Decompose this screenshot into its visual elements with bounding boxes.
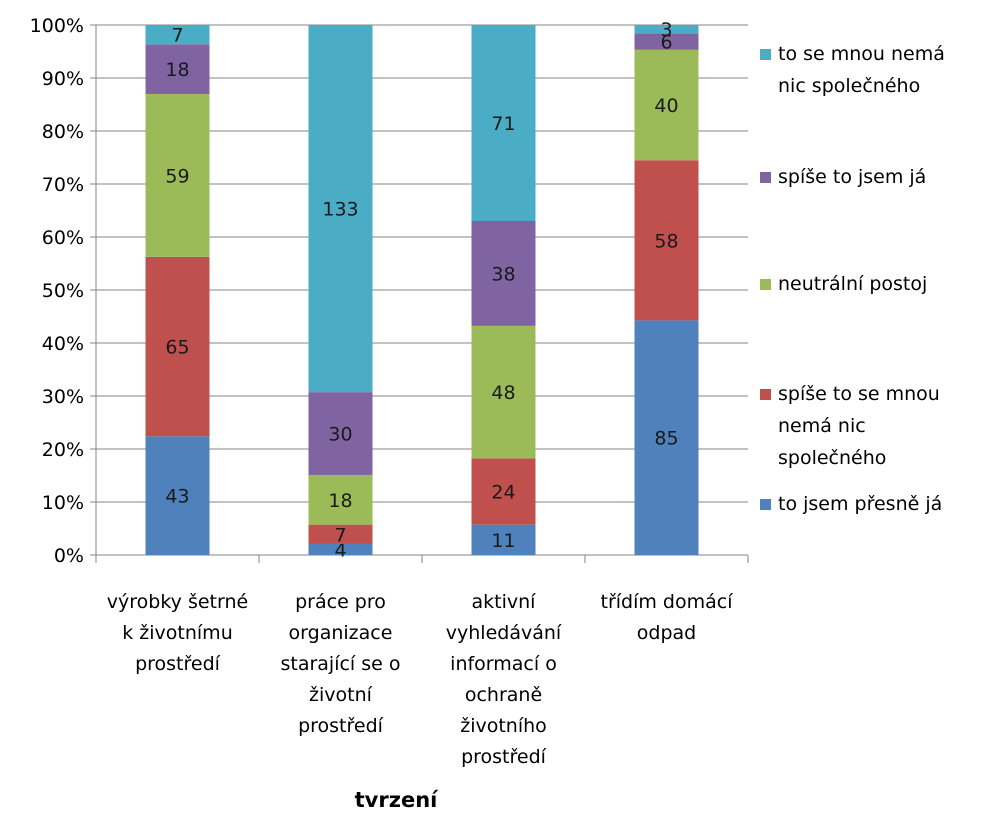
bar-segment xyxy=(634,320,699,555)
bar-segment xyxy=(471,220,536,326)
y-tick-label: 80% xyxy=(42,121,84,143)
data-label: 7 xyxy=(171,25,183,47)
data-label: 6 xyxy=(660,32,672,54)
data-label: 48 xyxy=(491,382,515,404)
legend-swatch xyxy=(760,499,771,510)
bar-segment xyxy=(145,44,210,95)
bar-segment xyxy=(308,474,373,525)
bar-segment xyxy=(471,325,536,459)
bar-segment xyxy=(145,25,210,45)
bar-segment xyxy=(308,25,373,393)
bar-segment xyxy=(471,458,536,525)
y-tick-label: 70% xyxy=(42,174,84,196)
y-tick-label: 90% xyxy=(42,68,84,90)
data-label: 85 xyxy=(654,428,678,450)
legend-label: spíše to jsem já xyxy=(778,166,926,188)
bar-segment xyxy=(471,524,536,555)
legend-swatch xyxy=(760,49,771,60)
bar-segment xyxy=(308,524,373,544)
bar-segment xyxy=(145,94,210,257)
legend-label: to se mnou nemá nic společného xyxy=(778,43,945,97)
legend-label: spíše to se mnou nemá nic společného xyxy=(778,383,940,469)
y-tick-label: 50% xyxy=(42,280,84,302)
bar-segment xyxy=(634,49,699,161)
legend-label: neutrální postoj xyxy=(778,273,927,295)
y-tick-label: 60% xyxy=(42,227,84,249)
bar-segment xyxy=(471,25,536,221)
legend-swatch xyxy=(760,389,771,400)
x-category-label: aktivní vyhledávání informací o ochraně živo… xyxy=(446,591,562,768)
y-tick-label: 0% xyxy=(54,545,84,567)
bar-segment xyxy=(634,33,699,50)
data-label: 4 xyxy=(334,539,346,561)
data-label: 71 xyxy=(491,113,515,135)
data-label: 58 xyxy=(654,230,678,252)
bar-segment xyxy=(308,392,373,475)
data-label: 18 xyxy=(328,490,352,512)
y-tick-label: 100% xyxy=(30,15,84,37)
data-label: 40 xyxy=(654,95,678,117)
x-category-label: práce pro organizace starající se o životní… xyxy=(280,591,400,737)
data-label: 18 xyxy=(165,59,189,81)
data-label: 3 xyxy=(660,19,672,41)
bar-segment xyxy=(634,160,699,321)
bar-segment xyxy=(308,543,373,555)
y-tick-label: 40% xyxy=(42,333,84,355)
y-tick-label: 20% xyxy=(42,439,84,461)
data-label: 65 xyxy=(165,337,189,359)
legend-swatch xyxy=(760,172,771,183)
data-label: 59 xyxy=(165,165,189,187)
legend-label: to jsem přesně já xyxy=(778,493,942,515)
data-label: 43 xyxy=(165,486,189,508)
y-tick-label: 10% xyxy=(42,492,84,514)
data-label: 133 xyxy=(322,199,358,221)
x-axis-title: tvrzení xyxy=(355,788,439,812)
y-tick-label: 30% xyxy=(42,386,84,408)
data-label: 38 xyxy=(491,263,515,285)
bar-segment xyxy=(145,256,210,437)
bar-segment xyxy=(634,25,699,34)
data-label: 7 xyxy=(334,524,346,546)
legend-swatch xyxy=(760,279,771,290)
data-label: 24 xyxy=(491,482,515,504)
data-label: 11 xyxy=(491,530,515,552)
bar-segment xyxy=(145,436,210,555)
x-category-label: třídím domácí odpad xyxy=(601,591,734,644)
data-label: 30 xyxy=(328,424,352,446)
x-category-label: výrobky šetrné k životnímu prostředí xyxy=(107,591,248,675)
